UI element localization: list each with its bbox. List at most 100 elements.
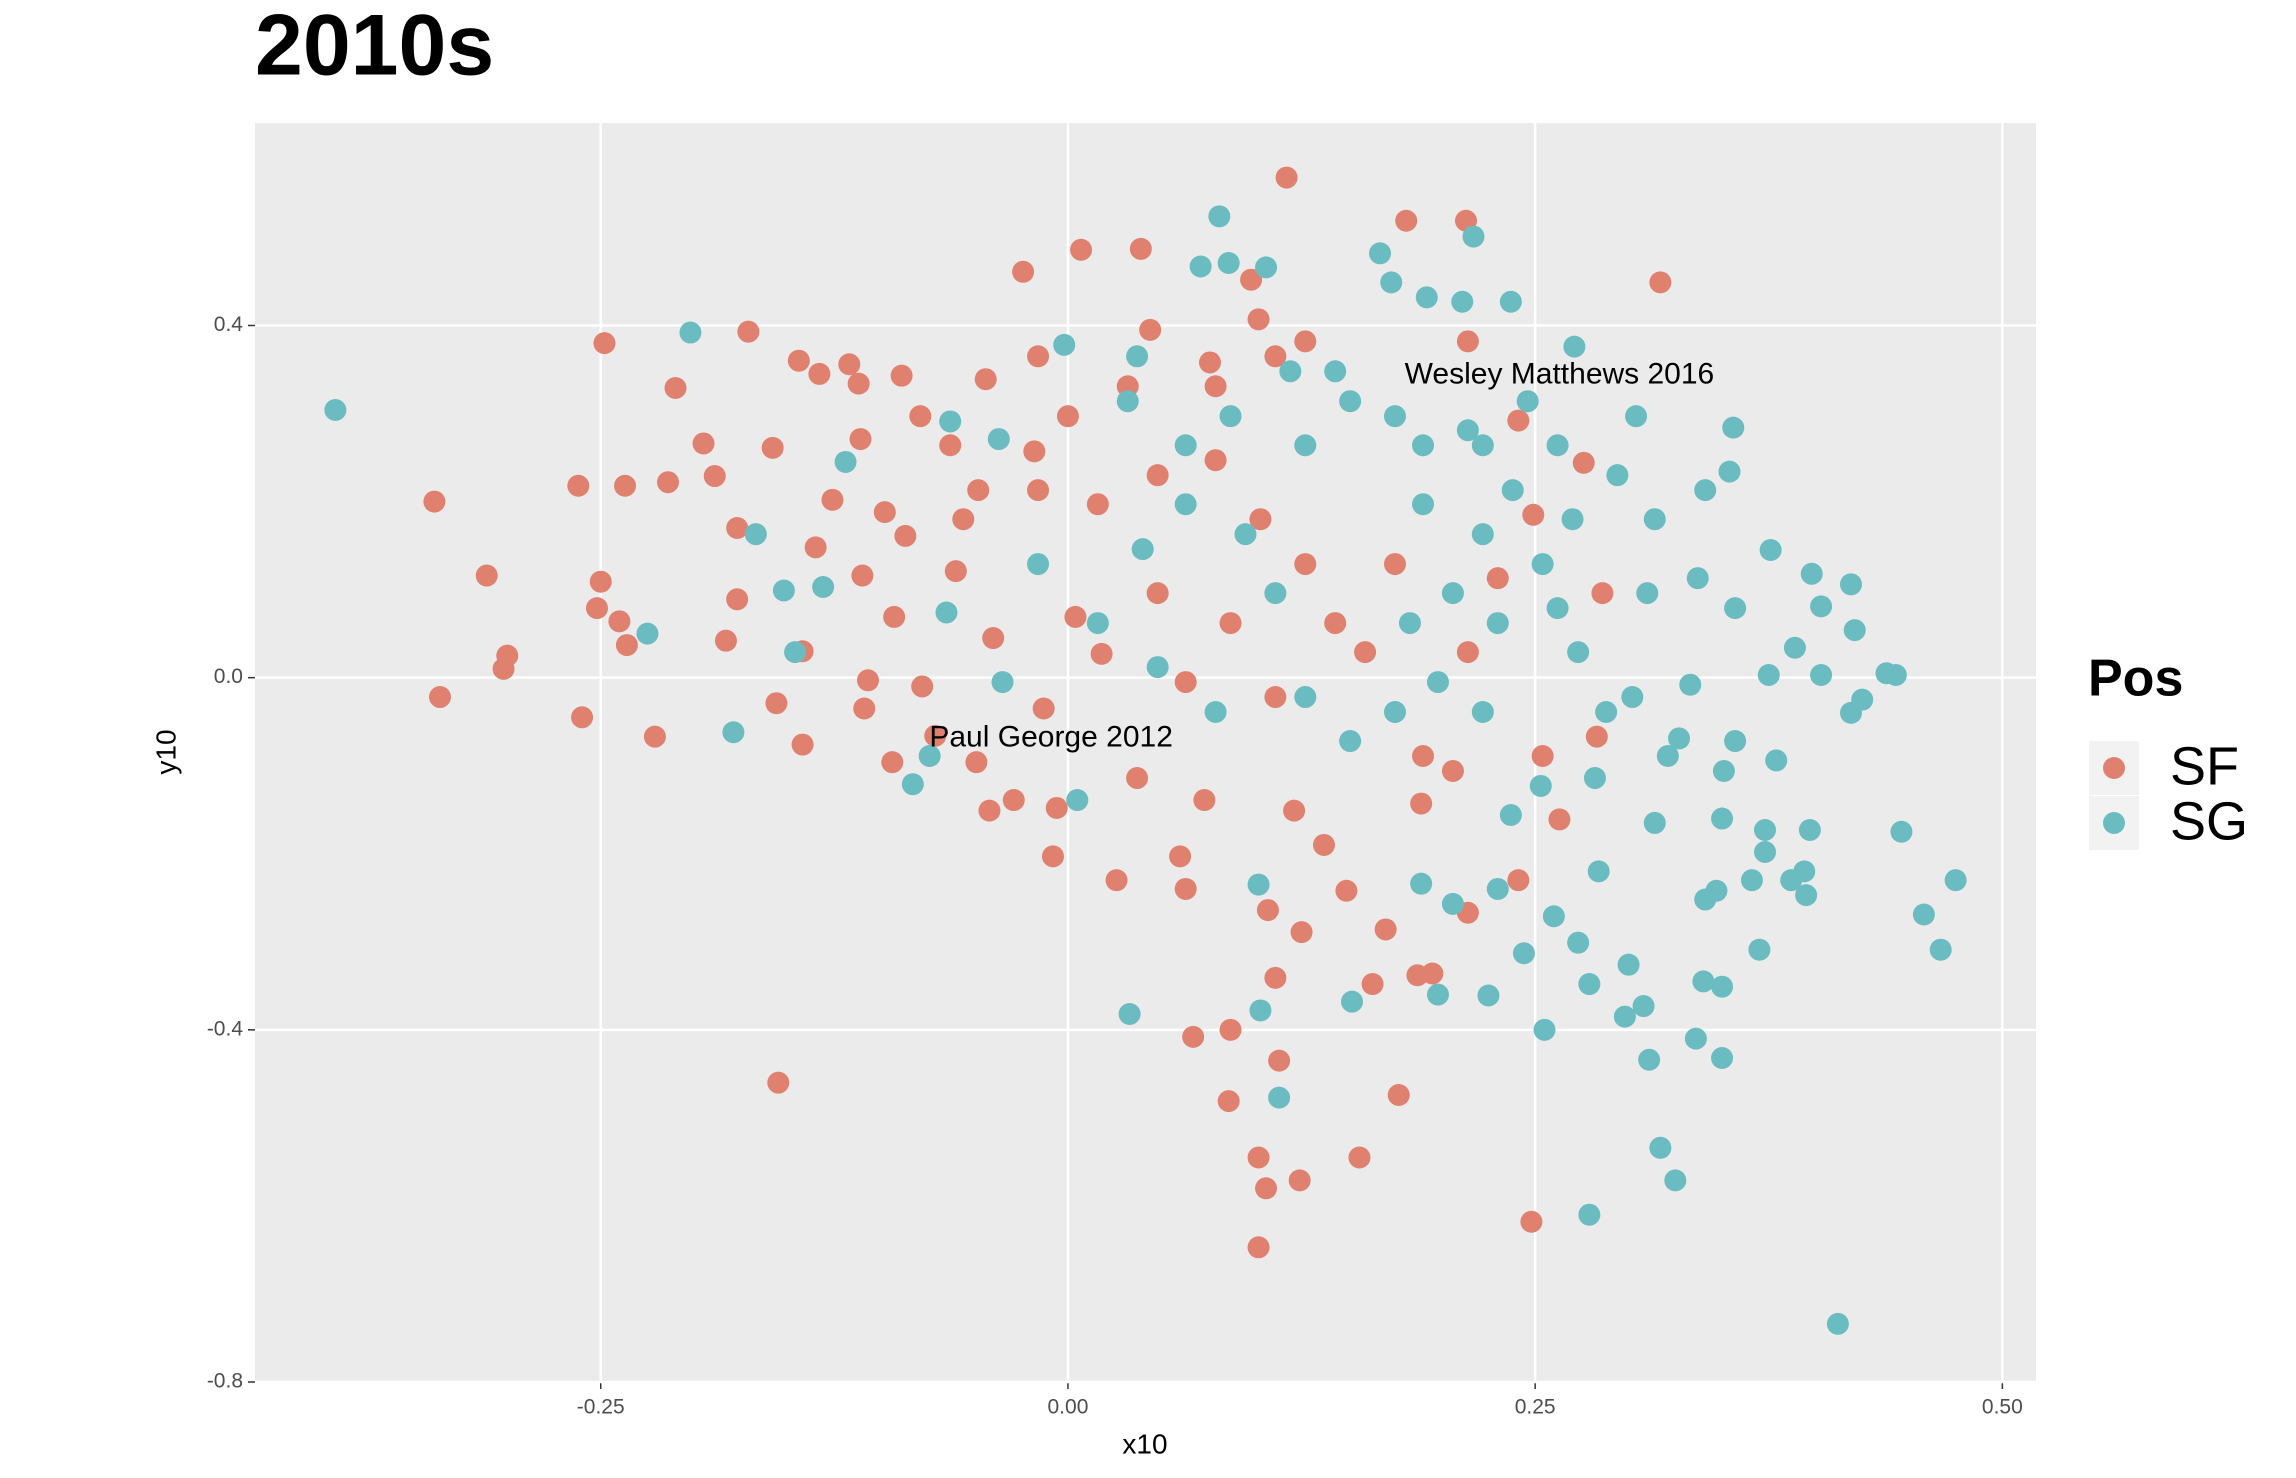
point (1268, 1086, 1291, 1109)
point (1595, 701, 1618, 724)
point (1264, 345, 1287, 368)
point (838, 353, 861, 376)
point (939, 434, 962, 457)
point (1441, 892, 1464, 915)
point (1501, 479, 1524, 502)
point (1374, 918, 1397, 941)
point (1441, 582, 1464, 605)
point (1724, 730, 1747, 753)
point (1341, 990, 1364, 1013)
point (1692, 970, 1715, 993)
point (1198, 351, 1221, 374)
point (1578, 1203, 1601, 1226)
point (1810, 664, 1833, 687)
point (834, 450, 857, 473)
point (1174, 493, 1197, 516)
point (1533, 1018, 1556, 1041)
point (1718, 460, 1741, 483)
point (784, 641, 807, 664)
point (1146, 582, 1169, 605)
point (1383, 701, 1406, 724)
point (1131, 538, 1154, 561)
point (1546, 434, 1569, 457)
point (1632, 995, 1655, 1018)
point (1722, 416, 1745, 439)
x-axis-label: x10 (1122, 1428, 1167, 1459)
point (821, 488, 844, 511)
point (1711, 1047, 1734, 1070)
point (714, 629, 737, 652)
point (965, 751, 988, 774)
point (1290, 921, 1313, 944)
point (1086, 612, 1109, 635)
annotation: Wesley Matthews 2016 (1405, 358, 1715, 391)
point (1839, 701, 1862, 724)
legend-marker (2103, 812, 2125, 834)
point (1174, 671, 1197, 694)
point (894, 524, 917, 547)
point (1369, 242, 1392, 265)
point (1247, 1236, 1270, 1259)
point (1105, 869, 1128, 892)
point (1264, 966, 1287, 989)
point (1312, 833, 1335, 856)
point (1546, 597, 1569, 620)
y-tick-label: -0.8 (207, 1370, 243, 1393)
point (429, 686, 452, 709)
point (1174, 877, 1197, 900)
point (1294, 330, 1317, 353)
point (1126, 345, 1149, 368)
point (1256, 899, 1279, 922)
point (1219, 1018, 1242, 1041)
point (1056, 405, 1079, 428)
point (679, 321, 702, 344)
point (1567, 641, 1590, 664)
point (1335, 879, 1358, 902)
point (1563, 335, 1586, 358)
point (1264, 686, 1287, 709)
point (1247, 873, 1270, 896)
point (1053, 333, 1076, 356)
point (1531, 745, 1554, 768)
point (849, 428, 872, 451)
point (1410, 792, 1433, 815)
point (767, 1071, 790, 1094)
point (772, 579, 795, 602)
point (744, 523, 767, 546)
point (1486, 567, 1509, 590)
point (1780, 869, 1803, 892)
point (918, 745, 941, 768)
point (1643, 811, 1666, 834)
point (1754, 840, 1777, 863)
point (1668, 727, 1691, 750)
point (1070, 238, 1093, 261)
point (1613, 1005, 1636, 1028)
point (1512, 942, 1535, 965)
point (1283, 799, 1306, 822)
point (608, 610, 631, 633)
point (1294, 434, 1317, 457)
point (1606, 464, 1629, 487)
point (1529, 774, 1552, 797)
point (1247, 1146, 1270, 1169)
point (1884, 664, 1907, 687)
point (643, 725, 666, 748)
point (1724, 597, 1747, 620)
point (1520, 1210, 1543, 1233)
point (1636, 582, 1659, 605)
point (1421, 962, 1444, 985)
point (1638, 1048, 1661, 1071)
point (761, 436, 784, 459)
point (1694, 479, 1717, 502)
point (1578, 973, 1601, 996)
point (1748, 938, 1771, 961)
point (1843, 619, 1866, 642)
point (1507, 409, 1530, 432)
point (1255, 256, 1278, 279)
point (1249, 999, 1272, 1022)
point (1507, 869, 1530, 892)
point (1247, 308, 1270, 331)
point (1204, 375, 1227, 398)
point (987, 428, 1010, 451)
